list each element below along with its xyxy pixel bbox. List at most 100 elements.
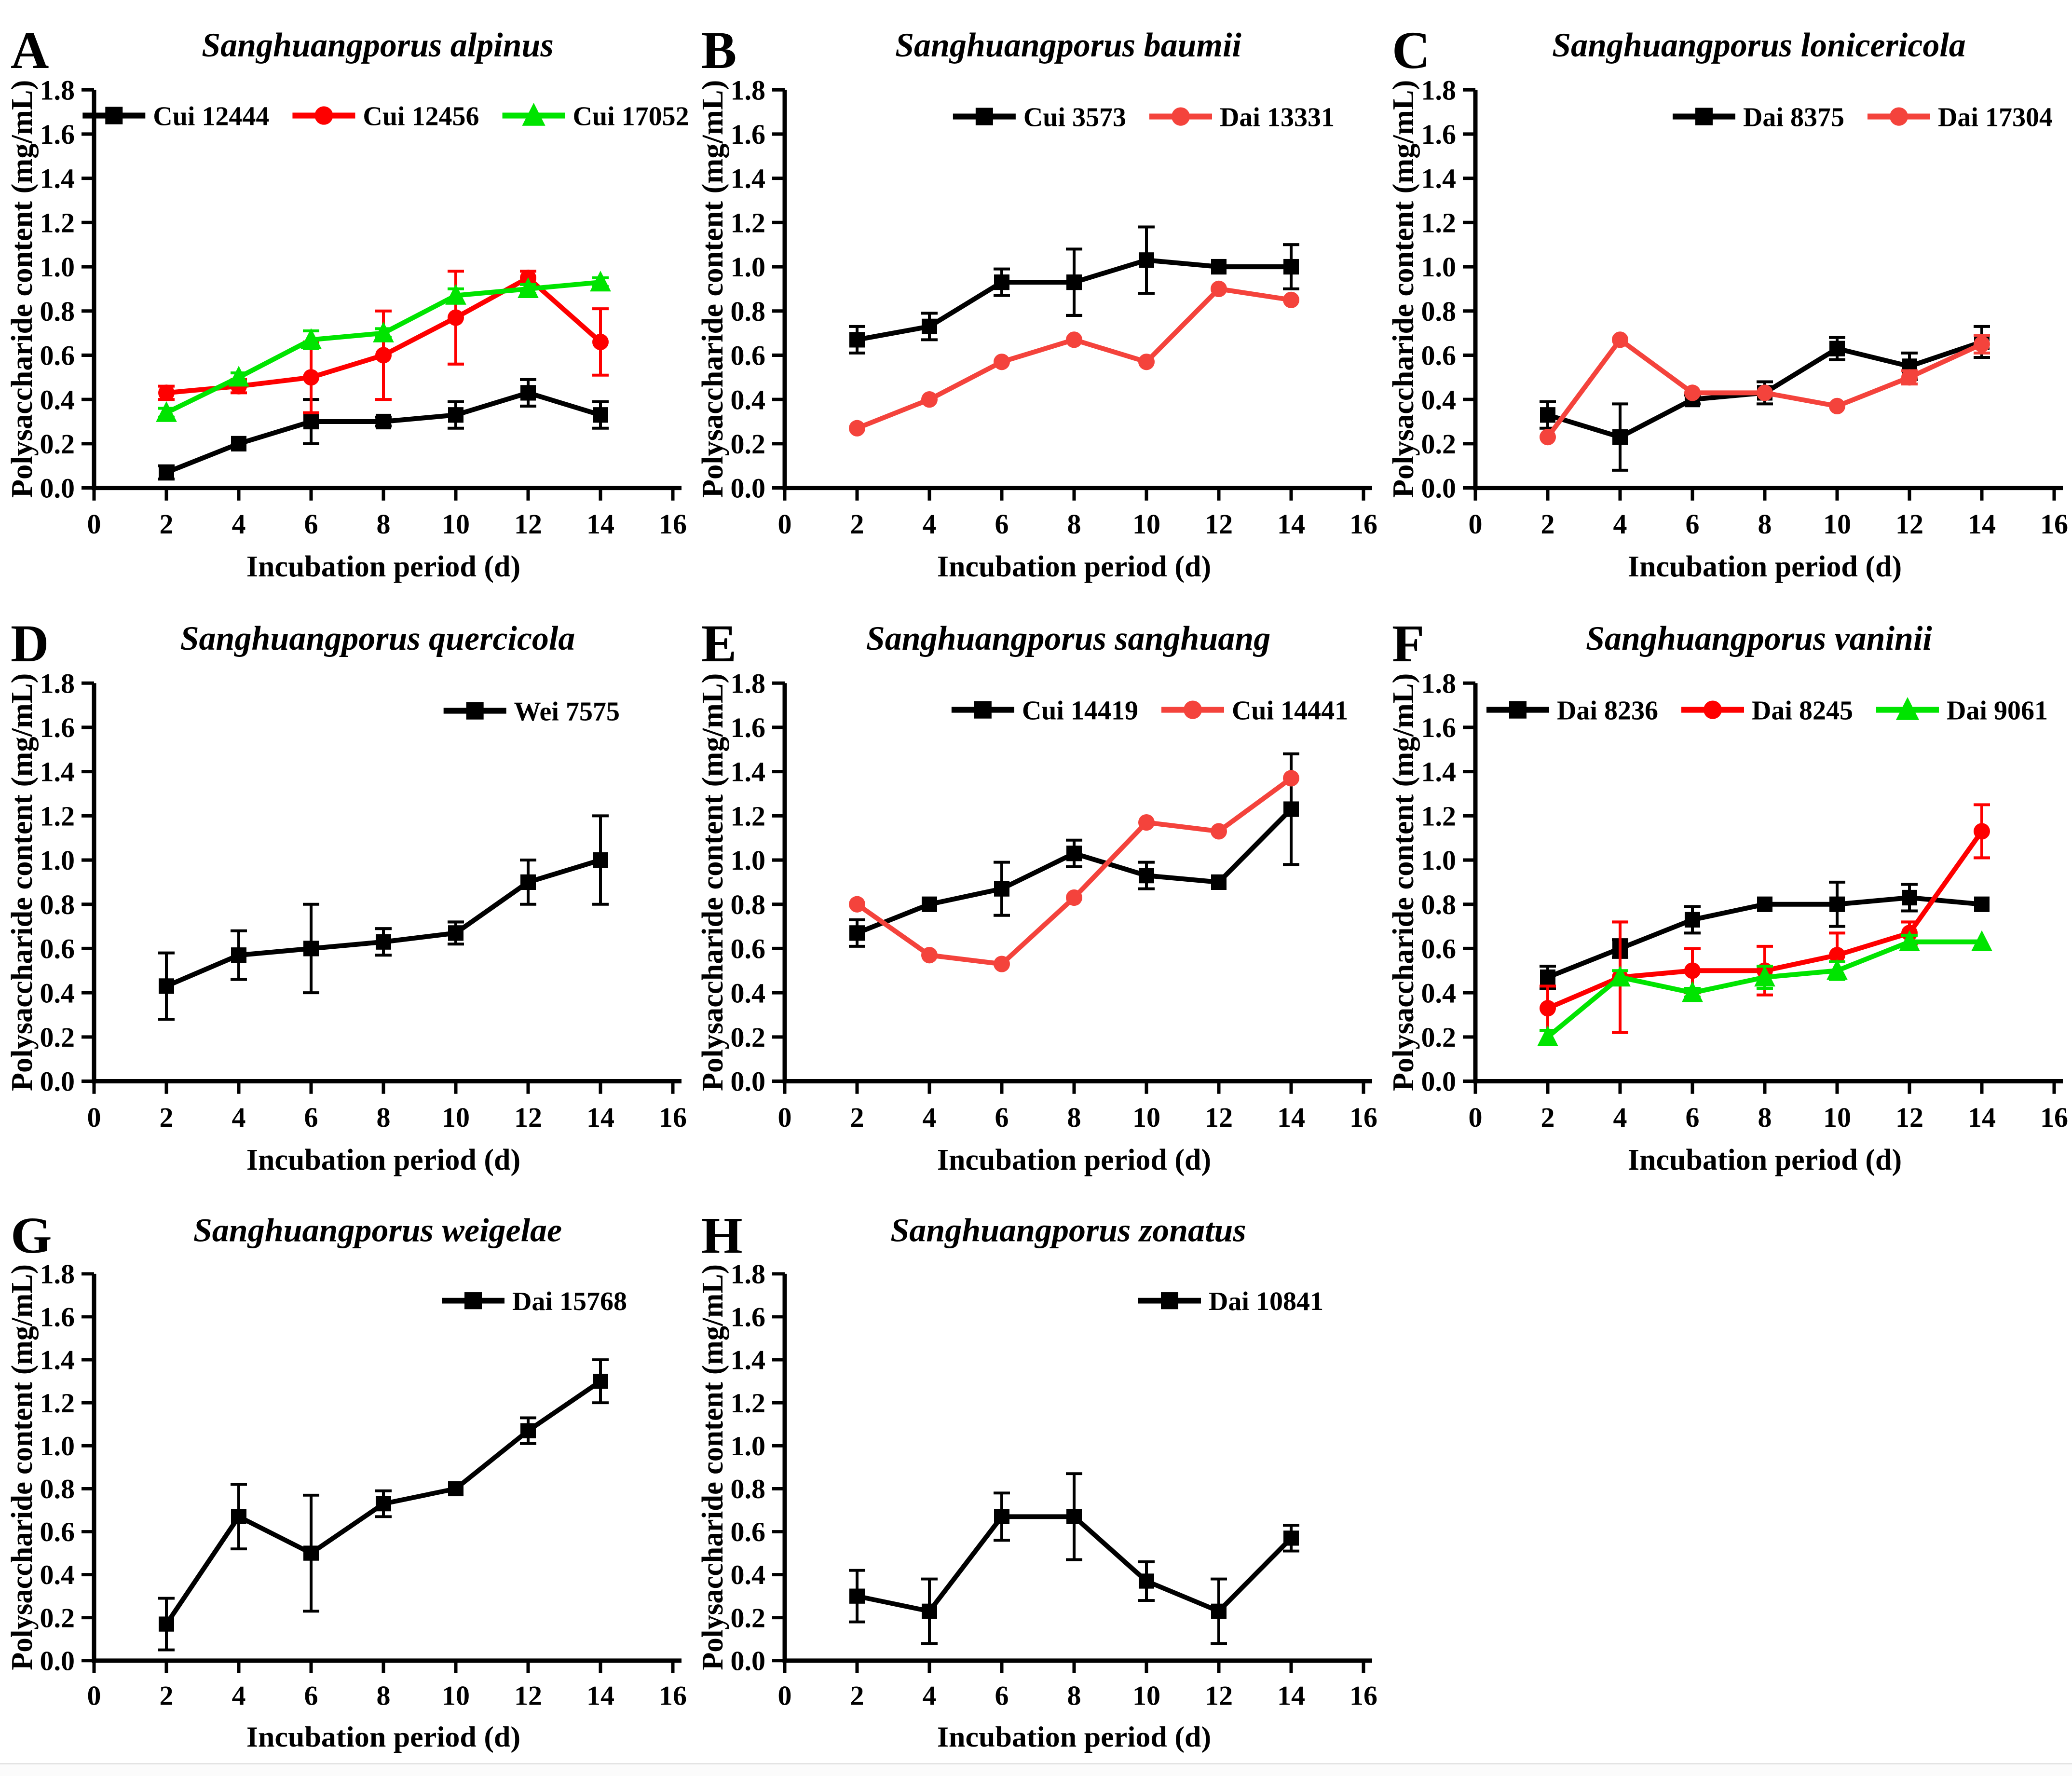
triangle-marker (228, 366, 249, 387)
x-tick-label: 4 (923, 1102, 937, 1133)
legend: Wei 7575 (443, 697, 620, 727)
y-tick-label: 0.2 (731, 1022, 765, 1053)
legend: Dai 8375 Dai 17304 (1673, 103, 2053, 133)
circle-marker (921, 947, 938, 964)
circle-marker (1283, 770, 1299, 787)
series-wei-7575 (158, 814, 609, 1021)
y-tick-label: 1.2 (731, 800, 765, 832)
legend-label: Dai 10841 (1209, 1287, 1323, 1316)
y-tick-label: 1.8 (40, 668, 75, 699)
x-axis-label: Incubation period (d) (937, 1144, 1211, 1176)
chart-panel-h: H Sanghuangporus zonatus 0 2 4 6 8 10 12 14 16 0.0 0… (691, 1187, 1381, 1763)
square-marker (1757, 896, 1772, 912)
square-marker (1829, 896, 1845, 912)
axes (1473, 90, 2063, 491)
y-tick-label: 1.6 (1421, 712, 1456, 743)
legend-label: Dai 9061 (1947, 696, 2048, 726)
x-tick-label: 12 (1205, 508, 1233, 540)
y-axis-label: Polysaccharide content (mg/mL) (6, 80, 39, 498)
series-cui-14441 (849, 770, 1299, 972)
x-tick-label: 8 (376, 1681, 390, 1711)
square-marker (849, 925, 865, 941)
square-marker (1540, 969, 1555, 985)
series-dai-9061 (1537, 930, 1992, 1046)
circle-marker (1172, 107, 1190, 126)
y-tick-label: 0.2 (731, 1603, 765, 1633)
circle-marker (1901, 369, 1918, 386)
x-tick-label: 2 (159, 1681, 173, 1711)
square-marker (1974, 896, 1990, 912)
chart-title: Sanghuangporus weigelae (193, 1212, 562, 1248)
x-tick-label: 8 (377, 1102, 391, 1133)
circle-marker (375, 347, 392, 364)
legend-label: Wei 7575 (514, 697, 620, 727)
series-cui-12444 (158, 378, 609, 481)
legend: Cui 12444 Cui 12456 Cui 17052 (82, 102, 689, 132)
triangle-marker (300, 328, 322, 349)
x-tick-label: 8 (1067, 1102, 1081, 1133)
y-tick-label: 0.2 (1421, 1022, 1456, 1053)
ticks (1463, 681, 2056, 1094)
y-tick-label: 0.0 (731, 1066, 765, 1097)
y-tick-label: 1.4 (1421, 756, 1456, 788)
y-axis-label: Polysaccharide content (mg/mL) (696, 1264, 729, 1670)
x-tick-label: 12 (1895, 508, 1923, 540)
triangle-marker (1827, 959, 1848, 980)
circle-marker (1211, 823, 1227, 840)
x-tick-label: 16 (1350, 1681, 1377, 1711)
square-marker (448, 407, 463, 423)
y-tick-label: 1.6 (40, 1302, 75, 1332)
circle-marker (849, 896, 865, 913)
y-tick-label: 0.0 (40, 473, 75, 504)
square-marker (520, 874, 536, 890)
x-axis-label: Incubation period (d) (1628, 1144, 1902, 1176)
legend-label: Cui 14419 (1022, 696, 1138, 726)
series-cui-17052 (156, 271, 611, 422)
legend-label: Cui 12456 (363, 102, 479, 132)
y-tick-label: 1.0 (731, 251, 765, 283)
x-tick-label: 0 (777, 1681, 791, 1711)
square-marker (1283, 1530, 1299, 1546)
x-tick-label: 2 (160, 508, 174, 540)
legend-label: Dai 8245 (1752, 696, 1853, 726)
circle-marker (592, 333, 609, 351)
x-tick-label: 10 (1132, 508, 1160, 540)
x-tick-label: 12 (514, 1102, 542, 1133)
y-tick-label: 1.4 (40, 1345, 75, 1375)
ticks (82, 1272, 675, 1673)
square-marker (849, 1588, 865, 1604)
x-tick-label: 2 (1541, 508, 1555, 540)
triangle-marker (1899, 930, 1920, 951)
x-tick-label: 14 (586, 1102, 614, 1133)
y-tick-label: 0.6 (731, 340, 765, 371)
x-tick-label: 0 (87, 508, 101, 540)
y-tick-label: 0.0 (40, 1646, 75, 1676)
y-tick-label: 0.2 (731, 428, 765, 460)
x-tick-label: 12 (1895, 1102, 1923, 1133)
square-marker (464, 1292, 482, 1310)
circle-marker (1757, 384, 1773, 401)
circle-marker (921, 391, 938, 408)
square-marker (1612, 429, 1628, 445)
ticks (772, 681, 1365, 1094)
axes (782, 90, 1372, 491)
series-dai-15768 (158, 1358, 609, 1652)
panel-letter: D (11, 614, 49, 673)
x-tick-label: 6 (995, 508, 1009, 540)
y-tick-label: 0.4 (40, 384, 75, 415)
series-dai-8245 (1540, 803, 1990, 1034)
circle-marker (303, 369, 319, 386)
legend-label: Cui 3573 (1023, 103, 1126, 133)
y-tick-label: 1.4 (731, 1345, 765, 1375)
y-tick-label: 0.4 (40, 1560, 75, 1590)
y-tick-label: 0.2 (40, 1022, 75, 1053)
x-tick-label: 0 (1469, 1102, 1483, 1133)
y-tick-label: 0.8 (40, 889, 75, 920)
series-dai-17304 (1540, 331, 1990, 446)
y-tick-label: 1.8 (1421, 668, 1456, 699)
y-tick-label: 1.2 (1421, 800, 1456, 832)
y-tick-label: 0.8 (1421, 889, 1456, 920)
y-tick-label: 0.4 (731, 384, 765, 415)
x-tick-label: 10 (1823, 508, 1851, 540)
